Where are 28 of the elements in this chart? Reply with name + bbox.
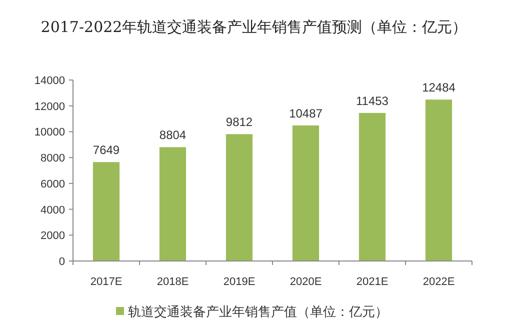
- bar: [425, 100, 452, 261]
- x-tick-label: 2018E: [156, 276, 189, 288]
- x-tick-label: 2021E: [356, 276, 388, 288]
- y-tick-label: 0: [58, 256, 65, 268]
- data-label: 10487: [289, 106, 323, 120]
- y-tick-label: 14000: [34, 75, 65, 87]
- bar: [226, 134, 253, 261]
- data-label: 11453: [356, 94, 389, 108]
- legend: 轨道交通装备产业年销售产值（单位：亿元）: [116, 305, 388, 320]
- data-label: 7649: [92, 143, 120, 158]
- x-tick-label: 2020E: [290, 276, 322, 288]
- bar: [159, 147, 186, 261]
- data-label: 12484: [422, 80, 456, 95]
- y-tick-label: 6000: [40, 178, 65, 190]
- y-tick-label: 4000: [40, 204, 65, 216]
- y-tick-label: 2000: [40, 230, 65, 242]
- y-tick-label: 12000: [34, 100, 65, 113]
- y-tick-label: 8000: [40, 152, 65, 165]
- x-tick-label: 2022E: [422, 276, 455, 288]
- y-tick-label: 10000: [34, 126, 65, 139]
- bar: [92, 162, 120, 261]
- chart-title: 2017-2022年轨道交通装备产业年销售产值预测（单位：亿元）: [40, 18, 468, 36]
- bar: [358, 112, 386, 261]
- data-label: 9812: [226, 115, 253, 130]
- x-tick-label: 2019E: [223, 276, 256, 288]
- x-tick-label: 2017E: [90, 276, 122, 288]
- bar: [292, 125, 320, 261]
- data-label: 8804: [159, 128, 186, 142]
